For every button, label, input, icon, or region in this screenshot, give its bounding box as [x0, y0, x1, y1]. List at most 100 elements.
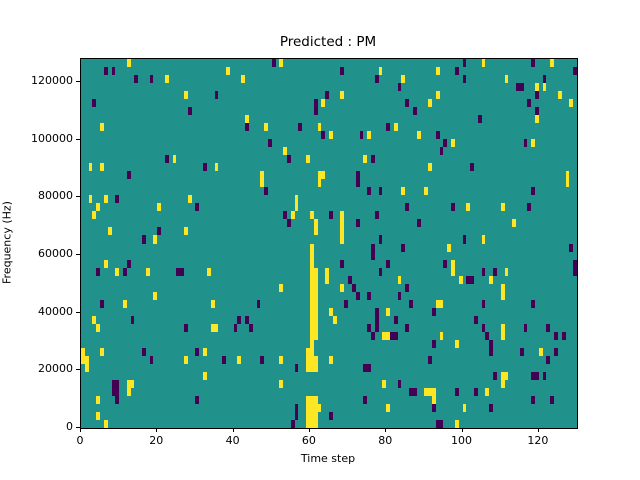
heatmap-cell-low — [527, 203, 532, 212]
heatmap-cell-high — [428, 99, 432, 108]
heatmap-cell-high — [126, 379, 131, 388]
heatmap-cell-high — [309, 419, 314, 428]
heatmap-cell-high — [122, 299, 127, 308]
heatmap-cell-high — [321, 99, 326, 108]
heatmap-cell-high — [309, 395, 314, 404]
heatmap-cell-low — [149, 75, 154, 84]
heatmap-cell-high — [130, 379, 135, 388]
heatmap-cell-high — [454, 419, 459, 428]
heatmap-cell-high — [393, 123, 398, 132]
heatmap-cell-low — [432, 307, 436, 316]
heatmap-cell-high — [340, 219, 345, 228]
y-tick-mark — [76, 369, 80, 371]
heatmap-cell-low — [374, 323, 379, 332]
heatmap-cell-high — [538, 347, 543, 356]
heatmap-cell-high — [424, 187, 429, 196]
chart-title: Predicted : PM — [279, 34, 377, 50]
heatmap-cell-high — [81, 355, 85, 364]
heatmap-cell-high — [206, 267, 211, 276]
heatmap-cell-low — [355, 179, 360, 188]
heatmap-cell-high — [309, 323, 314, 332]
heatmap-cell-low — [515, 83, 520, 92]
heatmap-cell-high — [432, 387, 436, 396]
heatmap-cell-high — [306, 419, 310, 428]
heatmap-cell-high — [84, 363, 89, 372]
heatmap-cell-high — [309, 251, 314, 260]
heatmap-cell-low — [462, 59, 467, 68]
heatmap-cell-low — [329, 211, 333, 220]
heatmap-cell-high — [264, 123, 268, 132]
heatmap-cell-low — [531, 371, 536, 380]
heatmap-cell-low — [443, 259, 448, 268]
heatmap-cell-low — [363, 363, 368, 372]
y-tick-label: 100000 — [31, 131, 73, 145]
heatmap-cell-high — [309, 299, 314, 308]
heatmap-cell-high — [103, 419, 108, 428]
heatmap-cell-low — [451, 203, 455, 212]
heatmap-cell-low — [531, 395, 536, 404]
heatmap-cell-low — [130, 315, 135, 324]
heatmap-cell-high — [313, 395, 318, 404]
heatmap-cell-low — [409, 299, 413, 308]
heatmap-cell-high — [306, 155, 310, 164]
heatmap-cell-low — [535, 91, 539, 100]
heatmap-cell-high — [451, 139, 455, 148]
heatmap-cell-high — [203, 347, 207, 356]
heatmap-cell-high — [397, 275, 402, 284]
heatmap-cell-high — [309, 283, 314, 292]
x-tick-mark — [156, 428, 158, 432]
heatmap-cell-low — [546, 323, 551, 332]
heatmap-cell-low — [264, 187, 268, 196]
heatmap-cell-low — [523, 139, 528, 148]
heatmap-cell-high — [115, 267, 120, 276]
heatmap-cell-high — [107, 227, 112, 236]
heatmap-cell-low — [470, 275, 474, 284]
heatmap-cell-low — [149, 355, 154, 364]
heatmap-cell-low — [542, 371, 547, 380]
heatmap-cell-high — [100, 163, 104, 172]
heatmap-cell-high — [184, 355, 188, 364]
heatmap-cell-low — [439, 147, 444, 156]
heatmap-cell-high — [386, 307, 391, 316]
heatmap-cell-low — [287, 155, 291, 164]
heatmap-cell-high — [313, 267, 318, 276]
heatmap-cell-low — [340, 67, 345, 76]
heatmap-cell-low — [283, 211, 288, 220]
y-tick-label: 20000 — [38, 362, 73, 376]
heatmap-cell-low — [267, 139, 272, 148]
heatmap-cell-low — [489, 339, 494, 348]
heatmap-cell-low — [531, 59, 536, 68]
heatmap-cell-low — [477, 115, 482, 124]
heatmap-cell-low — [367, 363, 371, 372]
heatmap-cell-high — [317, 123, 322, 132]
heatmap-cell-low — [92, 99, 97, 108]
heatmap-cell-high — [153, 291, 158, 300]
heatmap-cell-low — [393, 331, 398, 340]
heatmap-cell-low — [378, 187, 383, 196]
heatmap-cell-low — [386, 259, 391, 268]
heatmap-cell-high — [565, 171, 570, 180]
heatmap-cell-low — [466, 275, 471, 284]
heatmap-cell-high — [294, 195, 299, 204]
x-tick-label: 60 — [301, 434, 316, 447]
heatmap-cell-high — [401, 187, 406, 196]
heatmap-cell-low — [378, 267, 383, 276]
heatmap-cell-high — [153, 235, 158, 244]
heatmap-cell-low — [96, 267, 101, 276]
heatmap-cell-low — [554, 331, 558, 340]
heatmap-cell-high — [500, 371, 505, 380]
x-tick-mark — [80, 428, 81, 432]
heatmap-cell-high — [485, 387, 490, 396]
heatmap-cell-low — [325, 91, 329, 100]
heatmap-cell-high — [260, 171, 265, 180]
heatmap-cell-high — [504, 267, 509, 276]
heatmap-cell-high — [306, 347, 310, 356]
heatmap-cell-low — [535, 107, 539, 116]
heatmap-cell-low — [329, 411, 333, 420]
heatmap-cell-high — [416, 131, 421, 140]
heatmap-cell-low — [428, 355, 432, 364]
heatmap-cell-high — [306, 355, 310, 364]
heatmap-cells — [81, 59, 577, 428]
heatmap-cell-high — [439, 331, 444, 340]
heatmap-cell-low — [256, 299, 261, 308]
